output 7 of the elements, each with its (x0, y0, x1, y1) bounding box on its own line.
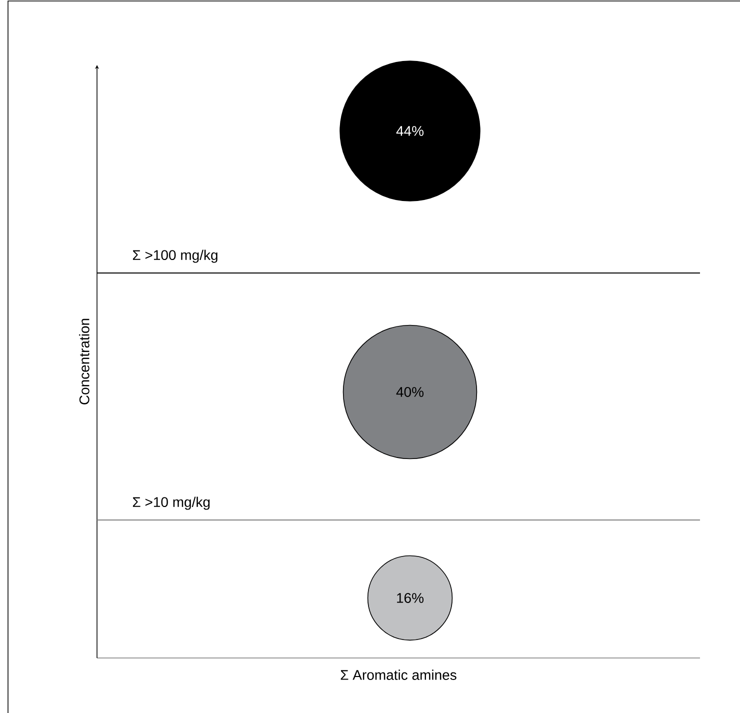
text: Concentration (79, 318, 90, 404)
category-label: Σ >10 mg/kg (132, 496, 210, 510)
text: Σ Aromatic amines (340, 670, 456, 680)
data-label: 40% (396, 387, 424, 397)
data-label: 16% (397, 593, 424, 603)
data-label: 44% (396, 126, 424, 136)
category-label: Σ >100 mg/kg (132, 250, 218, 263)
